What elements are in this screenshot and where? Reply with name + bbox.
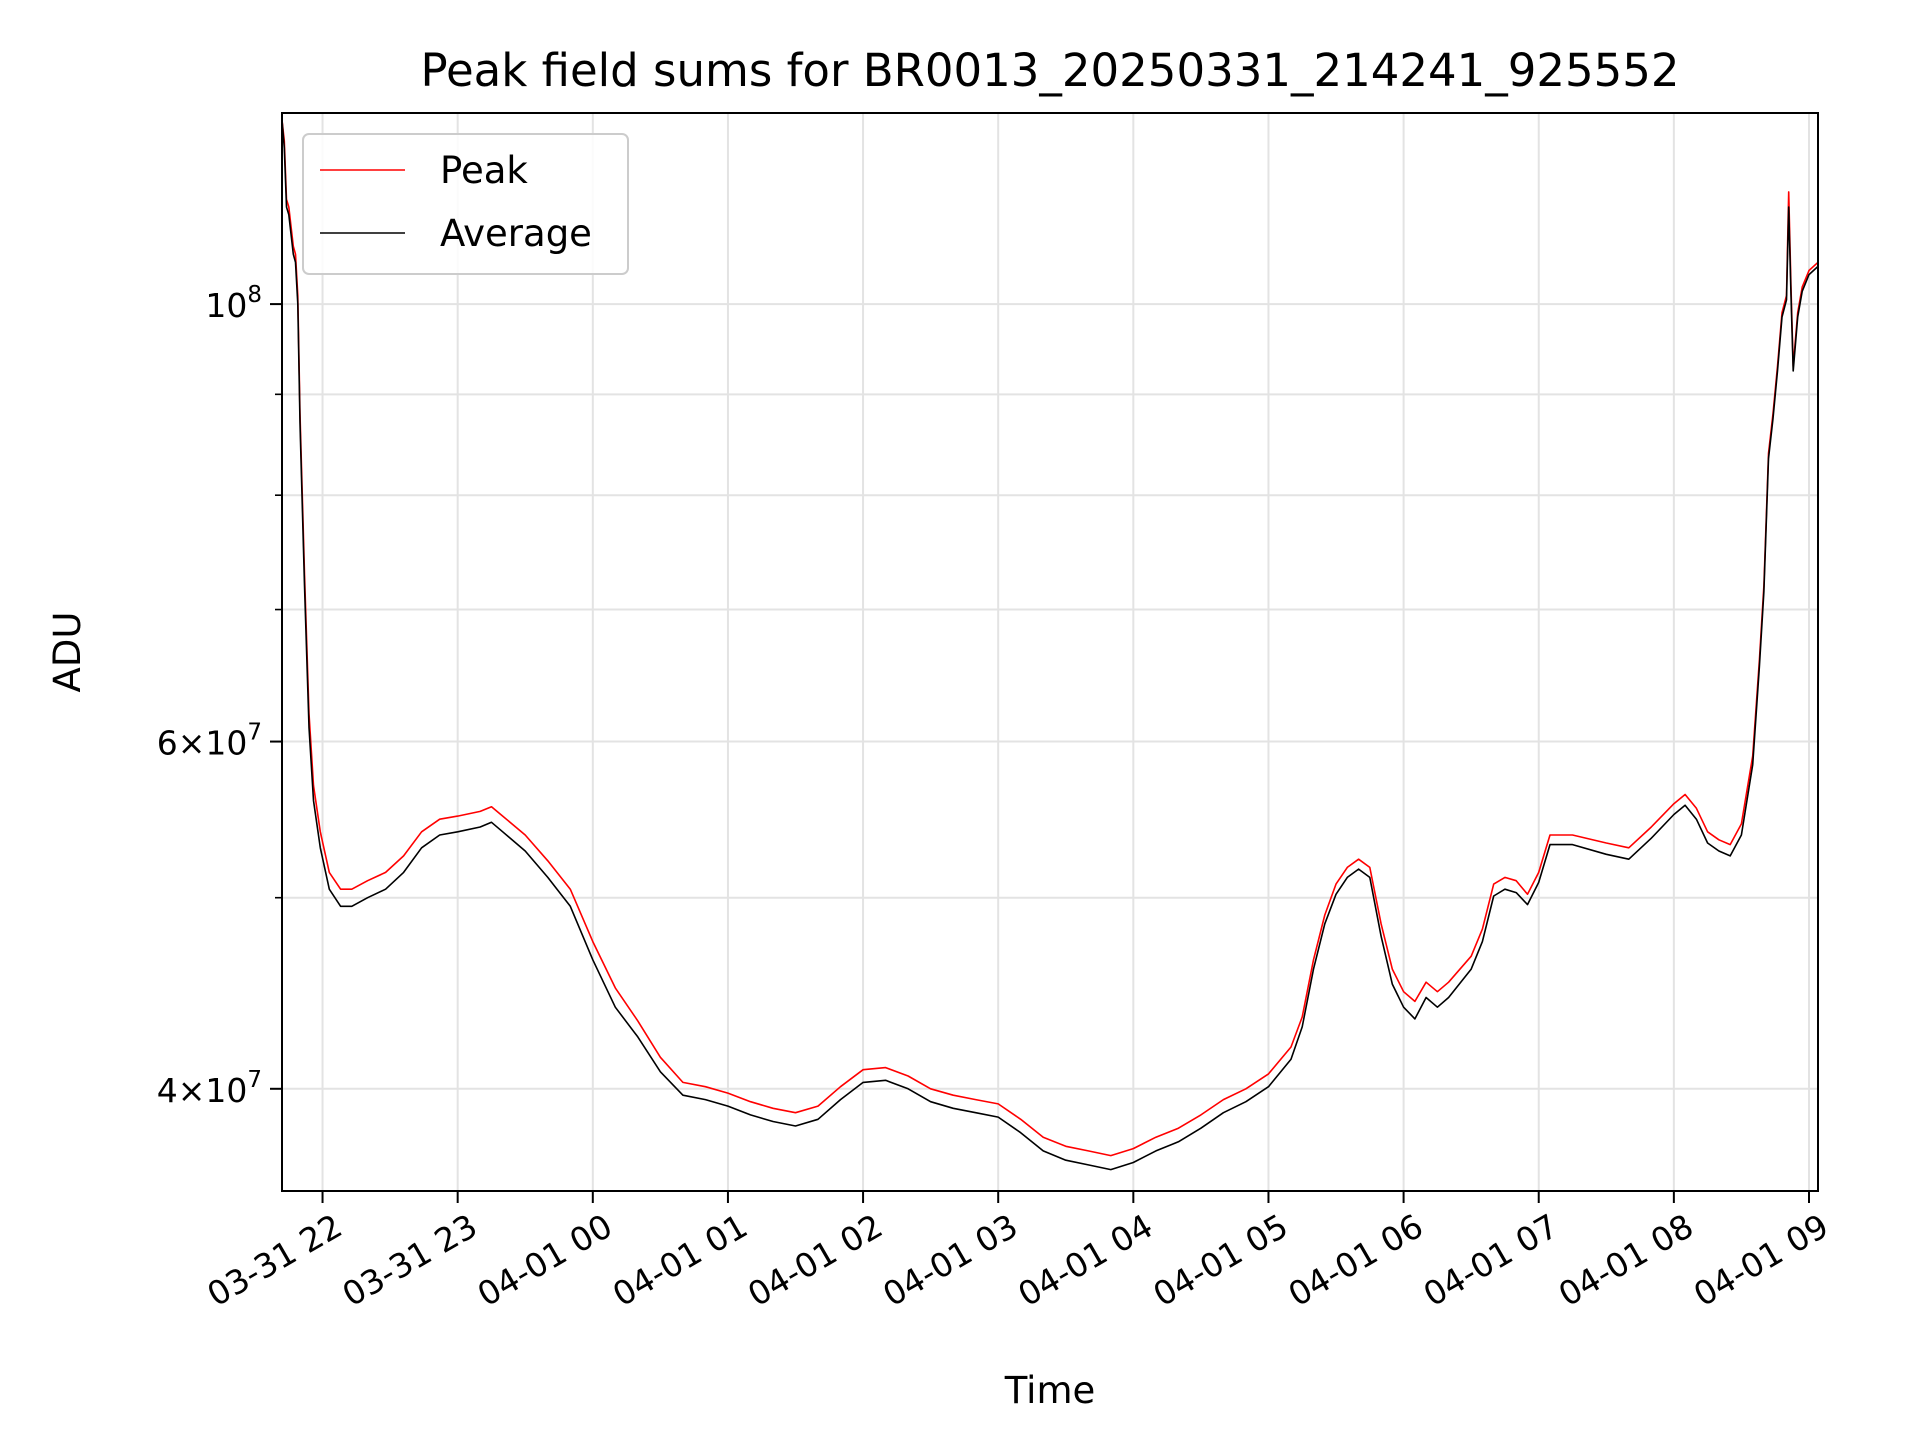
y-tick-base: 10 — [205, 1071, 247, 1110]
y-axis-label: ADU — [46, 612, 89, 693]
y-tick-label: 108 — [205, 282, 262, 325]
y-tick-base: 10 — [205, 286, 247, 325]
y-tick-times: × — [178, 724, 206, 763]
y-tick-base: 10 — [205, 724, 247, 763]
chart-title: Peak field sums for BR0013_20250331_2142… — [420, 44, 1679, 97]
y-tick-label: 6×107 — [157, 720, 262, 763]
y-tick-exponent: 8 — [247, 282, 262, 308]
series-line-average — [281, 119, 1819, 1171]
y-tick-mantissa: 6 — [157, 724, 178, 763]
plot-lines — [281, 119, 1819, 1171]
y-tick-exponent: 7 — [247, 720, 262, 746]
grid — [282, 113, 1818, 1191]
y-tick-times: × — [178, 1071, 206, 1110]
y-tick-exponent: 7 — [247, 1067, 262, 1093]
legend-box — [302, 133, 629, 275]
plot-frame — [281, 112, 1819, 1192]
series-line-peak — [281, 119, 1819, 1157]
y-tick-mantissa: 4 — [157, 1071, 178, 1110]
x-axis-label: Time — [1004, 1369, 1096, 1412]
legend-label-average: Average — [440, 212, 592, 255]
legend: Peak Average — [302, 133, 629, 275]
y-tick-label: 4×107 — [157, 1067, 262, 1110]
legend-label-peak: Peak — [440, 149, 528, 192]
